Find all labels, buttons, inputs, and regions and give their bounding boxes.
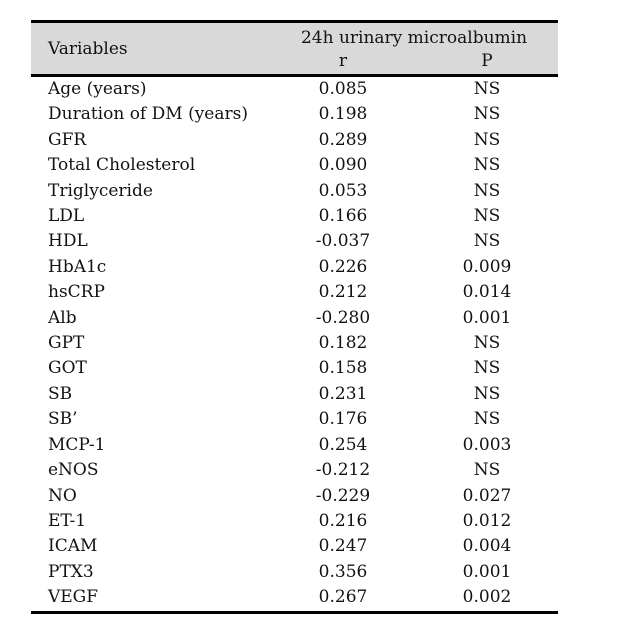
p-value-cell: NS xyxy=(473,409,501,430)
r-value-cell: 0.216 xyxy=(318,510,368,531)
p-value-cell: 0.003 xyxy=(462,434,512,455)
p-value-cell: NS xyxy=(473,206,501,227)
table-row: MCP-1 0.254 0.003 xyxy=(31,433,558,458)
p-value-cell: NS xyxy=(473,79,501,99)
table-header: Variables 24h urinary microalbumin r P xyxy=(31,21,559,76)
p-value-cell: NS xyxy=(473,155,501,176)
p-value-cell: 0.004 xyxy=(462,536,512,557)
table-row: HDL -0.037 NS xyxy=(31,229,558,254)
p-column-header: P xyxy=(416,51,559,76)
table-row: GOT 0.158 NS xyxy=(31,356,558,381)
p-value-cell: NS xyxy=(473,231,501,252)
table-row: Total Cholesterol 0.090 NS xyxy=(31,153,558,178)
r-value-cell: 0.267 xyxy=(318,587,368,608)
table-row: Triglyceride 0.053 NS xyxy=(31,179,558,204)
variable-cell: GOT xyxy=(48,358,87,379)
r-value-cell: 0.247 xyxy=(318,536,368,557)
r-value-cell: 0.176 xyxy=(318,409,368,430)
variable-cell: eNOS xyxy=(48,460,99,481)
table-row: GFR 0.289 NS xyxy=(31,128,558,153)
variable-cell: HbA1c xyxy=(48,256,107,277)
table-row: GPT 0.182 NS xyxy=(31,331,558,356)
p-value-cell: NS xyxy=(473,333,501,354)
header-row-group: Variables 24h urinary microalbumin xyxy=(31,21,559,76)
r-value-cell: 0.254 xyxy=(318,434,368,455)
correlation-table: Variables 24h urinary microalbumin r P A… xyxy=(31,20,559,614)
table-row: eNOS -0.212 NS xyxy=(31,458,558,483)
group-column-header: 24h urinary microalbumin xyxy=(270,21,559,51)
r-value-cell: -0.212 xyxy=(315,460,371,481)
p-value-cell: NS xyxy=(473,180,501,201)
variable-cell: GFR xyxy=(48,129,87,150)
p-value-cell: 0.012 xyxy=(462,510,512,531)
table-row: PTX3 0.356 0.001 xyxy=(31,560,558,585)
table-row: Alb -0.280 0.001 xyxy=(31,306,558,331)
variable-cell: SB’ xyxy=(48,409,78,430)
r-column-header: r xyxy=(270,51,416,76)
r-value-cell: -0.280 xyxy=(315,307,371,328)
r-value-cell: 0.166 xyxy=(318,206,368,227)
r-value-cell: 0.182 xyxy=(318,333,368,354)
table-row: NO -0.229 0.027 xyxy=(31,484,558,509)
r-value-cell: 0.212 xyxy=(318,282,368,303)
variable-cell: ICAM xyxy=(48,536,98,557)
r-value-cell: 0.289 xyxy=(318,129,368,150)
r-value-cell: 0.356 xyxy=(318,561,368,582)
variable-cell: GPT xyxy=(48,333,85,354)
variable-cell: ET-1 xyxy=(48,510,87,531)
r-value-cell: -0.037 xyxy=(315,231,371,252)
variable-cell: Age (years) xyxy=(48,79,147,99)
variable-cell: NO xyxy=(48,485,77,506)
variable-cell: MCP-1 xyxy=(48,434,106,455)
variable-cell: Duration of DM (years) xyxy=(48,104,248,125)
p-value-cell: NS xyxy=(473,104,501,125)
p-value-cell: NS xyxy=(473,358,501,379)
variable-cell: Total Cholesterol xyxy=(48,155,196,176)
variable-cell: SB xyxy=(48,383,73,404)
p-value-cell: NS xyxy=(473,460,501,481)
r-value-cell: 0.198 xyxy=(318,104,368,125)
table-row: ICAM 0.247 0.004 xyxy=(31,534,558,559)
p-value-cell: NS xyxy=(473,383,501,404)
table-row: LDL 0.166 NS xyxy=(31,204,558,229)
variable-cell: Alb xyxy=(48,307,77,328)
r-value-cell: 0.085 xyxy=(318,79,368,99)
p-value-cell: 0.027 xyxy=(462,485,512,506)
table-row: Duration of DM (years) 0.198 NS xyxy=(31,102,558,127)
variable-cell: VEGF xyxy=(48,587,99,608)
r-value-cell: 0.158 xyxy=(318,358,368,379)
p-value-cell: 0.002 xyxy=(462,587,512,608)
p-value-cell: NS xyxy=(473,129,501,150)
p-value-cell: 0.001 xyxy=(462,307,512,328)
table-row: SB’ 0.176 NS xyxy=(31,407,558,432)
p-value-cell: 0.009 xyxy=(462,256,512,277)
variable-cell: LDL xyxy=(48,206,85,227)
table-row: VEGF 0.267 0.002 xyxy=(31,585,558,612)
table-row: ET-1 0.216 0.012 xyxy=(31,509,558,534)
table-body: Age (years) 0.085 NS Duration of DM (yea… xyxy=(31,76,558,613)
variable-cell: Triglyceride xyxy=(48,180,153,201)
table-row: SB 0.231 NS xyxy=(31,382,558,407)
r-value-cell: 0.053 xyxy=(318,180,368,201)
r-value-cell: -0.229 xyxy=(315,485,371,506)
table-row: HbA1c 0.226 0.009 xyxy=(31,255,558,280)
r-value-cell: 0.226 xyxy=(318,256,368,277)
p-value-cell: 0.014 xyxy=(462,282,512,303)
r-value-cell: 0.231 xyxy=(318,383,368,404)
p-value-cell: 0.001 xyxy=(462,561,512,582)
variable-cell: HDL xyxy=(48,231,88,252)
table-row: Age (years) 0.085 NS xyxy=(31,76,558,103)
variables-column-header: Variables xyxy=(31,21,270,76)
variable-cell: hsCRP xyxy=(48,282,105,303)
table-row: hsCRP 0.212 0.014 xyxy=(31,280,558,305)
variable-cell: PTX3 xyxy=(48,561,94,582)
header-row-sub: r P xyxy=(31,51,559,76)
r-value-cell: 0.090 xyxy=(318,155,368,176)
